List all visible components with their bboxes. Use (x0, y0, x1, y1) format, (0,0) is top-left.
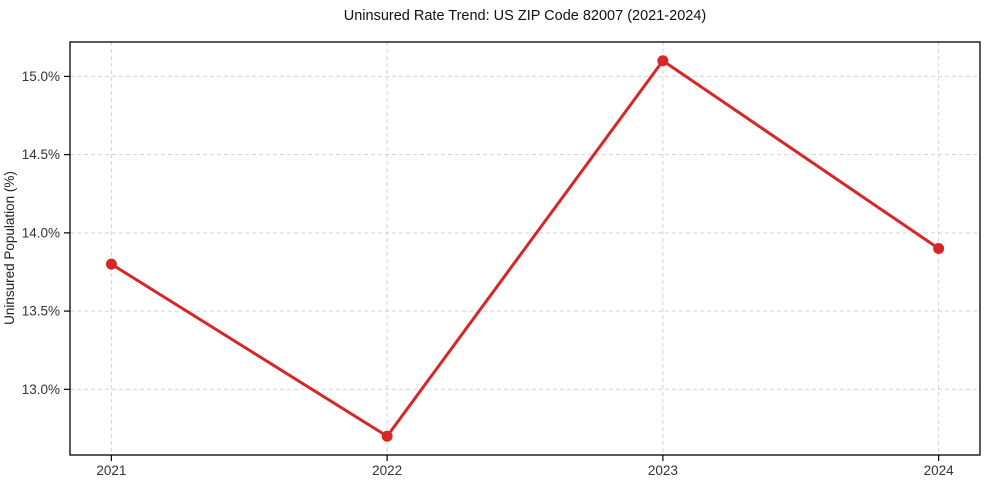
data-point (933, 243, 945, 254)
trend-line (109, 59, 941, 438)
y-tick-label: 14.5% (22, 147, 60, 162)
y-tick-label: 13.0% (22, 382, 60, 397)
y-axis-label: Uninsured Population (%) (2, 171, 17, 325)
data-point (381, 430, 393, 442)
y-tick-label: 14.0% (22, 225, 60, 240)
grid-layer (70, 42, 980, 455)
y-tick-label: 15.0% (22, 69, 60, 84)
data-point (105, 258, 117, 270)
x-tick-label: 2024 (924, 463, 955, 478)
series-layer (105, 55, 945, 442)
x-tick-label: 2021 (96, 463, 126, 478)
axis-layer: 2021 2022 2023 2024 13.0% 13.5% 14.0% 14.5% 15.0… (22, 41, 981, 478)
y-tick-label: 13.5% (22, 304, 60, 319)
data-point (657, 55, 669, 67)
x-tick-label: 2023 (648, 463, 678, 478)
plot-border (69, 41, 981, 456)
x-tick-label: 2022 (372, 463, 402, 478)
chart-title: Uninsured Rate Trend: US ZIP Code 82007 … (343, 8, 707, 24)
